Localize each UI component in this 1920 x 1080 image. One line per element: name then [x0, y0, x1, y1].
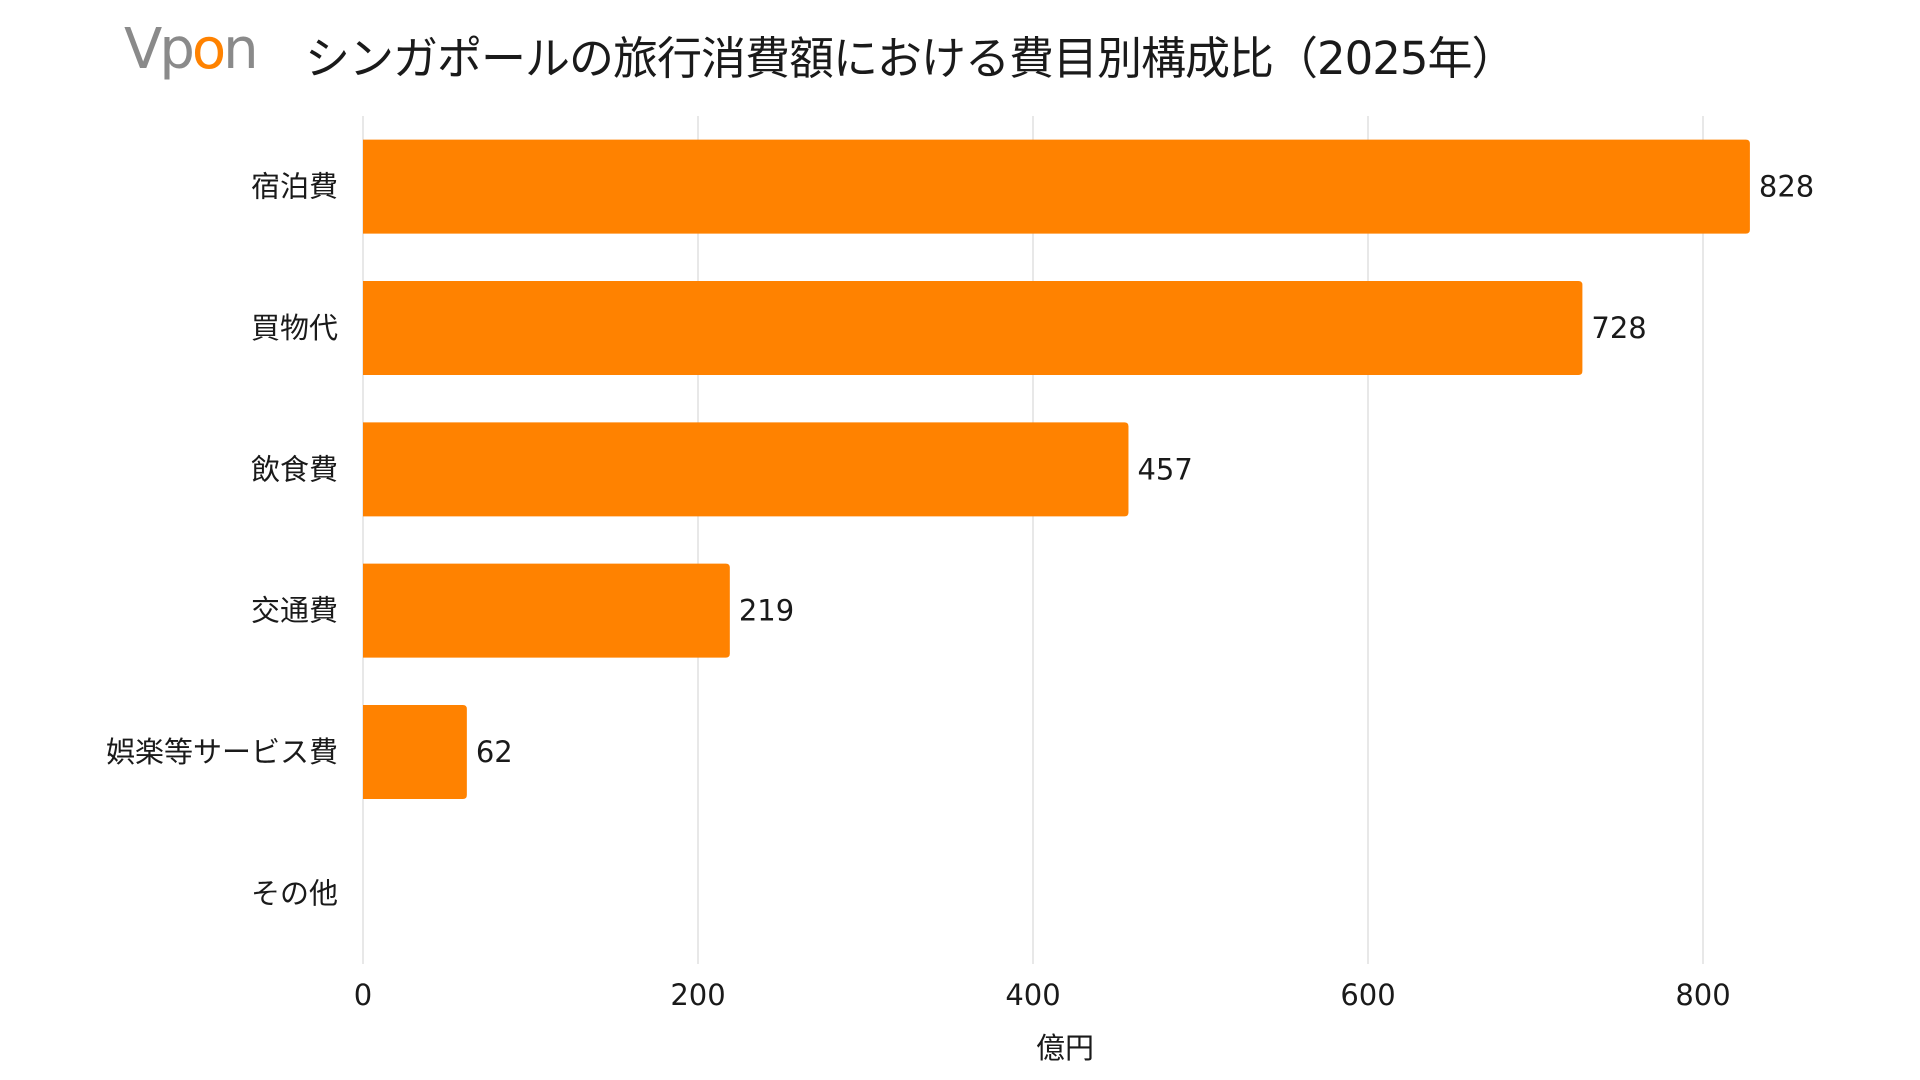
- category-label: 宿泊費: [251, 170, 338, 204]
- category-label: 買物代: [251, 311, 338, 345]
- data-label: 62: [476, 735, 513, 769]
- x-tick-label: 600: [1340, 978, 1395, 1012]
- category-label: 娯楽等サービス費: [106, 735, 338, 769]
- category-label: その他: [251, 876, 338, 910]
- vpon-logo: Vpon: [124, 18, 259, 82]
- x-axis-title: 億円: [1036, 1031, 1094, 1065]
- x-tick-label: 800: [1675, 978, 1730, 1012]
- category-label: 交通費: [251, 594, 338, 628]
- chart-title: シンガポールの旅行消費額における費目別構成比（2025年）: [305, 32, 1517, 85]
- x-tick-label: 200: [670, 978, 725, 1012]
- x-tick-label: 400: [1005, 978, 1060, 1012]
- x-tick-label: 0: [354, 978, 372, 1012]
- data-label: 828: [1759, 170, 1814, 204]
- category-label: 飲食費: [251, 452, 338, 486]
- bar: [363, 563, 730, 658]
- data-label: 457: [1137, 452, 1192, 486]
- data-label: 219: [739, 594, 794, 628]
- bar: [363, 705, 467, 799]
- bar: [363, 281, 1583, 375]
- svg-text:Vpon: Vpon: [124, 18, 256, 82]
- data-label: 728: [1591, 311, 1646, 345]
- bar: [363, 139, 1750, 234]
- bar: [363, 422, 1129, 517]
